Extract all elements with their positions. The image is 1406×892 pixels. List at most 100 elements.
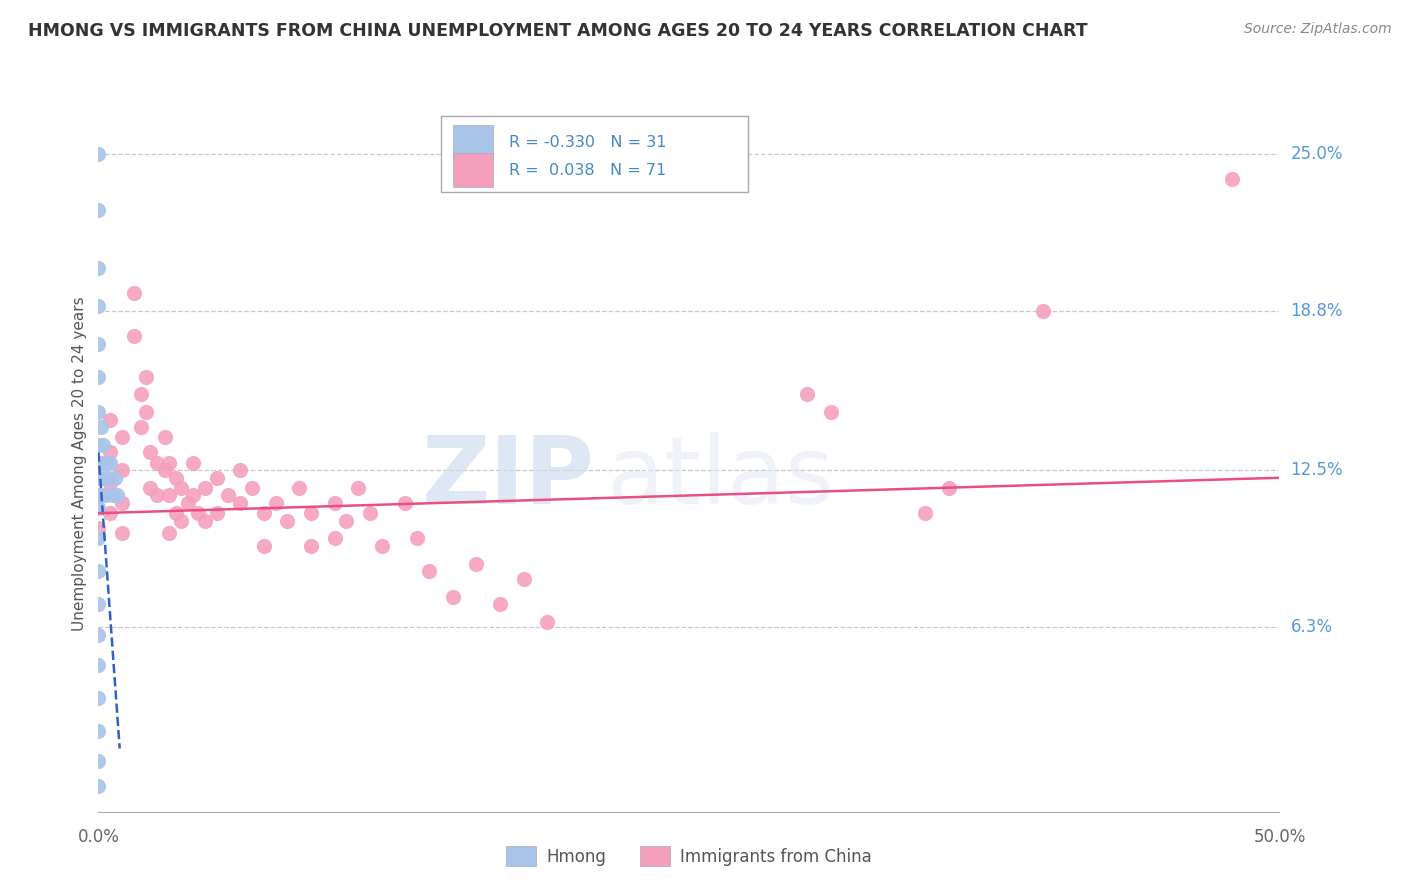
Point: [323, 532, 346, 546]
Point: [187, 506, 209, 520]
Point: [335, 514, 357, 528]
Point: [90, 420, 112, 434]
Point: [165, 471, 187, 485]
Point: [87, 627, 110, 641]
Point: [87, 260, 110, 275]
Point: [181, 488, 204, 502]
Point: [465, 557, 488, 571]
Point: [87, 456, 110, 470]
Point: [129, 420, 152, 434]
Point: [122, 286, 145, 301]
Point: [264, 496, 287, 510]
Text: R =  0.038   N = 71: R = 0.038 N = 71: [509, 162, 666, 178]
Point: [87, 780, 110, 794]
Point: [87, 565, 110, 579]
Point: [406, 532, 429, 546]
Point: [90, 456, 112, 470]
FancyBboxPatch shape: [453, 126, 494, 160]
Text: 18.8%: 18.8%: [1291, 301, 1343, 319]
Point: [323, 496, 346, 510]
Point: [97, 471, 120, 485]
Y-axis label: Unemployment Among Ages 20 to 24 years: Unemployment Among Ages 20 to 24 years: [72, 296, 87, 632]
Point: [98, 506, 121, 520]
Point: [512, 572, 534, 586]
Point: [87, 723, 110, 738]
Point: [194, 514, 217, 528]
Point: [276, 514, 298, 528]
Point: [122, 329, 145, 343]
Point: [1220, 172, 1243, 186]
Point: [111, 430, 134, 444]
Point: [489, 597, 512, 611]
Point: [139, 445, 162, 459]
Point: [1032, 303, 1054, 318]
Point: [87, 532, 110, 546]
Point: [240, 481, 263, 495]
Point: [87, 521, 110, 535]
Point: [536, 615, 558, 629]
Point: [153, 463, 176, 477]
Point: [253, 539, 276, 553]
Point: [87, 147, 110, 161]
Point: [101, 488, 124, 502]
Point: [157, 456, 180, 470]
Point: [181, 456, 204, 470]
Point: [129, 387, 152, 401]
Point: [371, 539, 394, 553]
Point: [938, 481, 960, 495]
Point: [441, 590, 464, 604]
Point: [205, 506, 228, 520]
Text: Source: ZipAtlas.com: Source: ZipAtlas.com: [1244, 22, 1392, 37]
Point: [87, 488, 110, 502]
Point: [105, 488, 128, 502]
Point: [177, 496, 200, 510]
Point: [87, 336, 110, 351]
Point: [111, 496, 134, 510]
Point: [170, 481, 193, 495]
Point: [139, 481, 162, 495]
Text: HMONG VS IMMIGRANTS FROM CHINA UNEMPLOYMENT AMONG AGES 20 TO 24 YEARS CORRELATIO: HMONG VS IMMIGRANTS FROM CHINA UNEMPLOYM…: [28, 22, 1088, 40]
Point: [111, 526, 134, 541]
Point: [157, 526, 180, 541]
Point: [359, 506, 381, 520]
Point: [87, 202, 110, 217]
Point: [87, 597, 110, 611]
Point: [87, 690, 110, 705]
Point: [98, 475, 121, 490]
Point: [165, 506, 187, 520]
Point: [229, 496, 252, 510]
Point: [157, 488, 180, 502]
Point: [229, 463, 252, 477]
Point: [394, 496, 416, 510]
FancyBboxPatch shape: [453, 153, 494, 187]
Point: [347, 481, 370, 495]
Point: [104, 471, 127, 485]
Point: [87, 657, 110, 672]
Point: [98, 456, 121, 470]
Point: [87, 501, 110, 516]
Point: [87, 299, 110, 313]
Text: 25.0%: 25.0%: [1291, 145, 1343, 163]
Point: [418, 565, 440, 579]
Text: 12.5%: 12.5%: [1291, 461, 1343, 479]
Point: [217, 488, 239, 502]
Text: atlas: atlas: [606, 432, 835, 524]
Point: [299, 539, 322, 553]
FancyBboxPatch shape: [441, 116, 748, 193]
Text: ZIP: ZIP: [422, 432, 595, 524]
Text: 6.3%: 6.3%: [1291, 618, 1333, 636]
Point: [796, 387, 818, 401]
Point: [288, 481, 311, 495]
Point: [253, 506, 276, 520]
Point: [87, 438, 110, 452]
Point: [91, 438, 114, 452]
Point: [153, 430, 176, 444]
Point: [111, 463, 134, 477]
Point: [194, 481, 217, 495]
Point: [146, 488, 169, 502]
Point: [87, 754, 110, 768]
Point: [94, 456, 117, 470]
Point: [170, 514, 193, 528]
Point: [820, 405, 842, 419]
Point: [91, 471, 114, 485]
